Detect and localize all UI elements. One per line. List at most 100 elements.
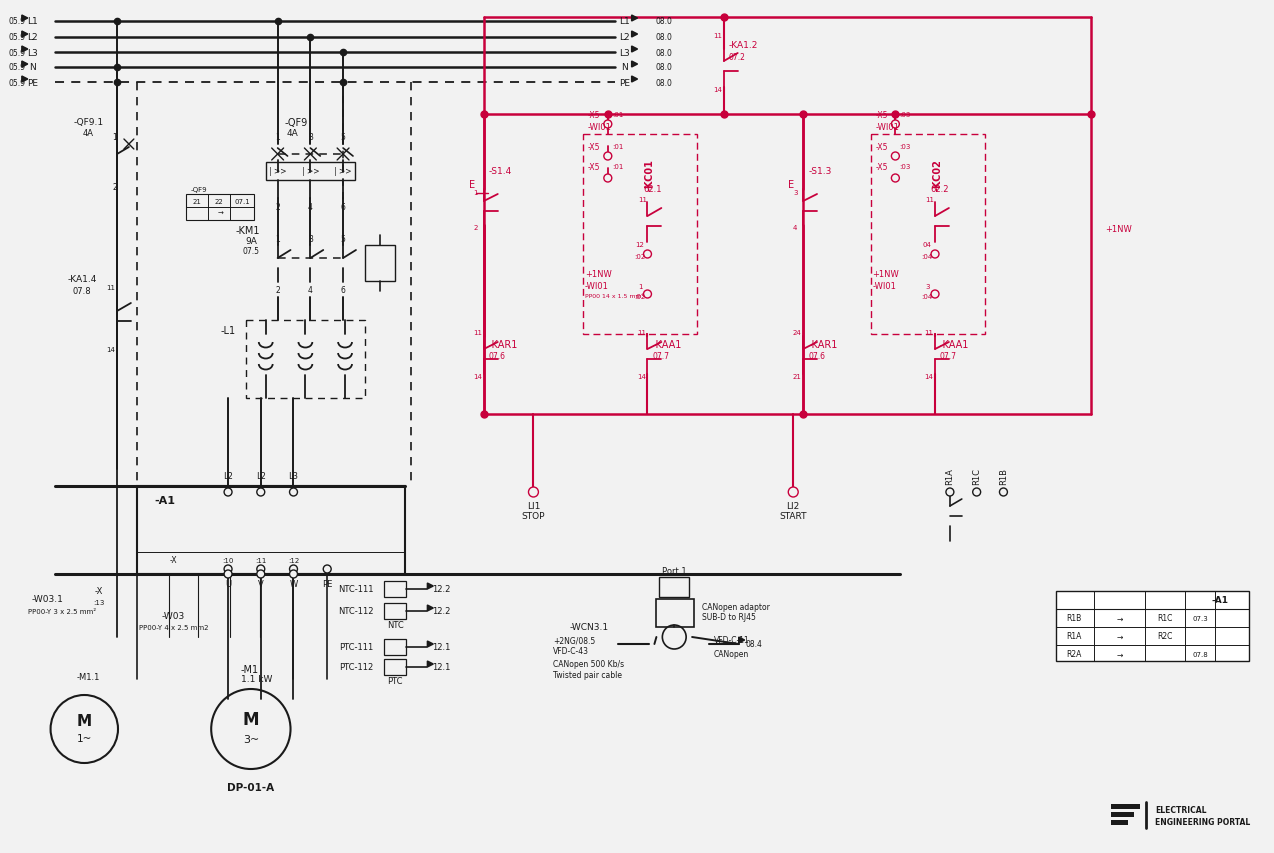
Text: 07.6: 07.6 <box>489 352 506 361</box>
Text: 5: 5 <box>340 235 345 243</box>
Text: L3: L3 <box>27 49 38 57</box>
Circle shape <box>257 566 265 573</box>
Text: L2: L2 <box>619 33 629 43</box>
Text: 12.2: 12.2 <box>432 606 451 616</box>
Circle shape <box>892 175 899 183</box>
Text: :11: :11 <box>255 557 266 563</box>
Text: 3: 3 <box>308 132 313 142</box>
Text: 07.3: 07.3 <box>1192 615 1209 621</box>
Text: :04: :04 <box>921 253 933 259</box>
Text: :02: :02 <box>634 293 645 299</box>
Text: 04: 04 <box>922 241 931 247</box>
Text: -X: -X <box>169 556 177 565</box>
Text: -M1: -M1 <box>241 664 259 674</box>
Text: 5: 5 <box>340 132 345 142</box>
Text: -X: -X <box>96 587 103 595</box>
Text: VFD-C-11: VFD-C-11 <box>713 635 749 645</box>
Circle shape <box>892 153 899 161</box>
Text: W: W <box>289 580 298 589</box>
Text: :01: :01 <box>612 112 623 118</box>
Text: L3: L3 <box>619 49 631 57</box>
Text: -W03: -W03 <box>162 612 185 621</box>
Text: | >>: | >> <box>302 167 318 177</box>
Text: -X5: -X5 <box>589 162 600 171</box>
Text: 11: 11 <box>638 197 647 203</box>
Text: -KAA1: -KAA1 <box>652 339 682 350</box>
Text: 62.2: 62.2 <box>931 185 949 194</box>
Text: R1B: R1B <box>1066 614 1082 623</box>
Polygon shape <box>739 637 744 643</box>
Text: 1: 1 <box>474 189 478 196</box>
Text: | >>: | >> <box>334 167 352 177</box>
Text: 12.1: 12.1 <box>432 643 451 652</box>
Text: 1: 1 <box>638 284 643 290</box>
Text: LI2: LI2 <box>786 502 800 511</box>
Circle shape <box>289 571 297 578</box>
Polygon shape <box>22 16 28 22</box>
Text: N: N <box>622 63 628 73</box>
Text: →: → <box>1116 650 1122 659</box>
Text: 9A: 9A <box>245 236 257 245</box>
Text: 12.1: 12.1 <box>432 663 451 671</box>
Text: ELECTRICAL: ELECTRICAL <box>1156 805 1206 815</box>
Polygon shape <box>632 47 637 53</box>
Text: L2: L2 <box>28 33 38 43</box>
Text: 07.7: 07.7 <box>940 352 957 361</box>
Bar <box>870 135 985 334</box>
Text: 21: 21 <box>792 374 801 380</box>
Text: M: M <box>76 714 92 728</box>
Text: -WI01: -WI01 <box>585 282 609 291</box>
Text: -WI01: -WI01 <box>875 122 899 131</box>
Polygon shape <box>427 606 433 612</box>
Bar <box>246 321 364 398</box>
Text: R1A: R1A <box>945 468 954 485</box>
Text: -M1.1: -M1.1 <box>76 673 99 682</box>
Text: :01: :01 <box>612 164 623 170</box>
Circle shape <box>224 566 232 573</box>
Text: 08.0: 08.0 <box>656 33 673 43</box>
Text: 1.1 kW: 1.1 kW <box>241 675 273 684</box>
Text: START: START <box>780 512 806 521</box>
Circle shape <box>257 571 265 578</box>
Polygon shape <box>22 32 28 38</box>
Text: 05.9: 05.9 <box>9 78 25 87</box>
Text: STOP: STOP <box>521 512 545 521</box>
Text: 07.8: 07.8 <box>1192 651 1209 657</box>
Text: PTC: PTC <box>387 676 403 686</box>
Text: -QF9.1: -QF9.1 <box>73 119 103 127</box>
Text: PTC-112: PTC-112 <box>340 663 373 671</box>
Text: CANopen: CANopen <box>713 650 749 659</box>
Text: L1: L1 <box>619 17 631 26</box>
Text: 11: 11 <box>926 197 935 203</box>
Text: R1B: R1B <box>999 468 1008 485</box>
Text: ENGINEERING PORTAL: ENGINEERING PORTAL <box>1156 817 1250 827</box>
Text: -X5: -X5 <box>589 110 600 119</box>
Text: R2C: R2C <box>1157 632 1173 641</box>
Bar <box>383 659 405 676</box>
Text: 24: 24 <box>792 329 801 335</box>
Text: 14: 14 <box>474 374 483 380</box>
Text: :02: :02 <box>634 253 645 259</box>
Text: PP00-Y 4 x 2.5 mm2: PP00-Y 4 x 2.5 mm2 <box>139 624 208 630</box>
Bar <box>266 163 355 181</box>
Text: R1C: R1C <box>972 468 981 485</box>
Text: -KAR1: -KAR1 <box>808 339 837 350</box>
Text: 12.2: 12.2 <box>432 585 451 594</box>
Text: V: V <box>257 580 264 589</box>
Text: NTC-111: NTC-111 <box>339 585 373 594</box>
Text: DP-01-A: DP-01-A <box>227 782 274 792</box>
Circle shape <box>289 566 297 573</box>
Text: -WI01: -WI01 <box>873 282 897 291</box>
Text: -A1: -A1 <box>1212 595 1228 605</box>
Text: LI1: LI1 <box>526 502 540 511</box>
Text: SUB-D to RJ45: SUB-D to RJ45 <box>702 612 755 622</box>
Text: 22: 22 <box>215 199 223 205</box>
Text: L3: L3 <box>288 472 298 481</box>
Text: Port 1: Port 1 <box>662 567 687 576</box>
Text: L2: L2 <box>223 472 233 481</box>
Text: VFD-C-43: VFD-C-43 <box>553 647 590 656</box>
Bar <box>660 577 689 597</box>
Text: -S1.4: -S1.4 <box>489 167 512 177</box>
Text: 1: 1 <box>112 132 117 142</box>
Text: 3~: 3~ <box>243 734 259 744</box>
